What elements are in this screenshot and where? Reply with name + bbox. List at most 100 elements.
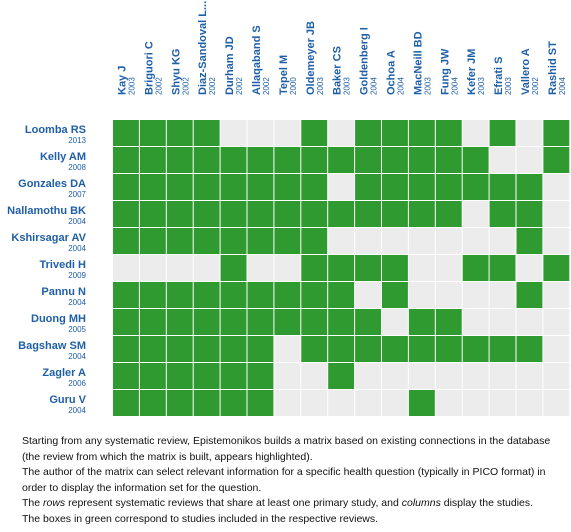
row-year: 2004 bbox=[68, 217, 86, 226]
matrix-cell bbox=[193, 336, 220, 362]
row-name: Guru V bbox=[49, 394, 86, 406]
row-year: 2009 bbox=[68, 271, 86, 280]
column-year: 2002 bbox=[154, 77, 163, 95]
matrix-cell bbox=[408, 282, 435, 308]
matrix-cell bbox=[247, 390, 274, 416]
matrix-cell bbox=[516, 228, 543, 254]
text: represent systematic reviews that share … bbox=[65, 497, 402, 509]
matrix-cell bbox=[166, 390, 193, 416]
matrix-cell bbox=[489, 282, 516, 308]
matrix-cell bbox=[408, 228, 435, 254]
matrix-cell bbox=[435, 363, 462, 389]
matrix-cell bbox=[382, 390, 408, 416]
matrix-cell bbox=[220, 363, 247, 389]
matrix-cell bbox=[113, 336, 139, 362]
matrix-cell bbox=[274, 336, 301, 362]
matrix-cell bbox=[382, 255, 408, 281]
matrix-cell bbox=[193, 363, 220, 389]
matrix-cell bbox=[166, 309, 193, 335]
row-year: 2004 bbox=[68, 298, 86, 307]
matrix-cell bbox=[274, 363, 301, 389]
matrix-cell bbox=[328, 282, 355, 308]
matrix-cell bbox=[301, 309, 328, 335]
matrix-cell bbox=[247, 336, 274, 362]
column-year: 2002 bbox=[181, 77, 190, 95]
matrix-cell bbox=[489, 120, 516, 146]
column-name: Oldemeyer JB bbox=[305, 21, 317, 95]
matrix-cell bbox=[516, 390, 543, 416]
column-name: Shyu KG bbox=[170, 49, 182, 95]
matrix-cell bbox=[543, 390, 570, 416]
paragraph: The author of the matrix can select rele… bbox=[22, 466, 546, 494]
matrix-cell bbox=[435, 282, 462, 308]
matrix-cell bbox=[408, 120, 435, 146]
matrix-cell bbox=[301, 336, 328, 362]
row-name: Zagler A bbox=[42, 367, 86, 379]
column-year: 2002 bbox=[235, 77, 244, 95]
row-name: Trivedi H bbox=[40, 259, 87, 271]
matrix-cell bbox=[193, 174, 220, 200]
matrix-cell bbox=[247, 309, 274, 335]
matrix-cell bbox=[408, 390, 435, 416]
row-year: 2004 bbox=[68, 352, 86, 361]
matrix-cell bbox=[489, 255, 516, 281]
text: columns bbox=[401, 497, 441, 509]
matrix-cell bbox=[113, 201, 139, 227]
matrix-cell bbox=[408, 363, 435, 389]
matrix-cell bbox=[462, 228, 489, 254]
column-year: 2000 bbox=[289, 77, 298, 95]
matrix-cell bbox=[193, 120, 220, 146]
matrix-cell bbox=[355, 390, 381, 416]
row-name: Kelly AM bbox=[40, 151, 86, 163]
matrix-cell bbox=[543, 147, 570, 173]
matrix-cell bbox=[328, 363, 355, 389]
matrix-cell bbox=[543, 174, 570, 200]
matrix-cell bbox=[247, 201, 274, 227]
matrix-cell bbox=[516, 309, 543, 335]
matrix-cell bbox=[489, 174, 516, 200]
column-year: 2003 bbox=[343, 77, 352, 95]
matrix-cell bbox=[462, 336, 489, 362]
matrix-cell bbox=[139, 228, 166, 254]
matrix-cell bbox=[489, 363, 516, 389]
matrix-cell bbox=[516, 255, 543, 281]
row-name: Pannu N bbox=[41, 286, 86, 298]
matrix-cell bbox=[113, 147, 139, 173]
matrix-cell bbox=[543, 363, 570, 389]
matrix-cell bbox=[543, 336, 570, 362]
column-name: Ochoa A bbox=[385, 50, 397, 95]
column-name: Diaz-Sandoval L... bbox=[197, 1, 209, 95]
matrix-cell bbox=[408, 174, 435, 200]
paragraph: The rows represent systematic reviews th… bbox=[22, 496, 567, 512]
matrix-cell bbox=[193, 255, 220, 281]
matrix-cell bbox=[166, 363, 193, 389]
matrix-cell bbox=[220, 147, 247, 173]
matrix-cell bbox=[247, 282, 274, 308]
matrix-cell bbox=[408, 336, 435, 362]
matrix-cell bbox=[382, 201, 408, 227]
matrix-cell bbox=[274, 174, 301, 200]
matrix-cell bbox=[220, 201, 247, 227]
matrix-cell bbox=[301, 174, 328, 200]
matrix-cell bbox=[274, 282, 301, 308]
column-name: Briguori C bbox=[143, 41, 155, 95]
matrix-cell bbox=[382, 309, 408, 335]
matrix-cell bbox=[193, 282, 220, 308]
text: rows bbox=[43, 497, 66, 509]
matrix-cell bbox=[139, 336, 166, 362]
column-year: 2003 bbox=[127, 77, 136, 95]
matrix-cell bbox=[408, 147, 435, 173]
column-year: 2004 bbox=[450, 77, 459, 95]
matrix-cell bbox=[220, 336, 247, 362]
matrix-cell bbox=[355, 282, 381, 308]
matrix-cell bbox=[301, 282, 328, 308]
paragraph: Starting from any systematic review, Epi… bbox=[22, 435, 551, 463]
matrix-cell bbox=[516, 174, 543, 200]
column-name: MacNeill BD bbox=[412, 31, 424, 95]
matrix-cell bbox=[328, 309, 355, 335]
matrix-cell bbox=[543, 309, 570, 335]
matrix-cell bbox=[193, 201, 220, 227]
row-year: 2013 bbox=[68, 136, 86, 145]
matrix-cell bbox=[193, 390, 220, 416]
column-year: 2003 bbox=[477, 77, 486, 95]
